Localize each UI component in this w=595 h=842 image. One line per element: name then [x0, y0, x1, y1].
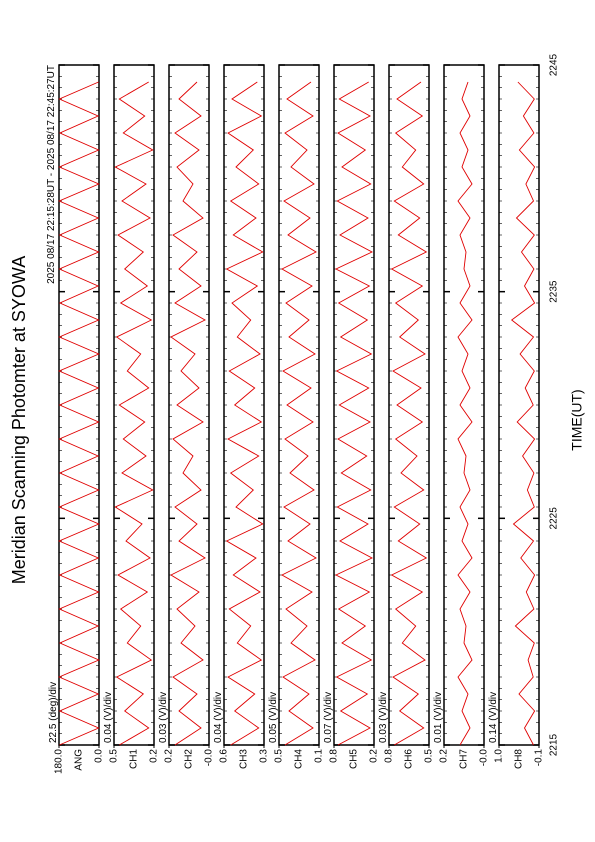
x-tick-label: 2245	[549, 53, 560, 76]
series-line	[334, 81, 374, 746]
scale-label: 0.03 (V)/div	[158, 692, 169, 743]
channel-label: CH1	[129, 749, 140, 769]
y-tick-label: 0.1	[314, 749, 325, 763]
series-line	[114, 81, 154, 746]
x-tick-label: 2225	[549, 507, 560, 530]
panel-frame	[278, 64, 320, 746]
channel-label: CH5	[349, 749, 360, 769]
scale-label: 0.14 (V)/div	[488, 692, 499, 743]
y-tick-label: 0.5	[274, 749, 285, 763]
series-line	[510, 81, 536, 746]
scale-label: 0.04 (V)/div	[213, 692, 224, 743]
y-tick-label: 0.0	[94, 749, 105, 763]
y-tick-label: -0.0	[479, 749, 490, 767]
chart-title: Meridian Scanning Photomter at SYOWA	[9, 256, 29, 584]
y-tick-label: -0.0	[204, 749, 215, 767]
y-tick-label: 0.2	[149, 749, 160, 763]
channel-label: CH8	[514, 749, 525, 769]
panel-frame	[223, 64, 265, 746]
x-tick-label: 2215	[549, 733, 560, 756]
scale-label: 0.04 (V)/div	[103, 692, 114, 743]
panel-frame	[168, 64, 210, 746]
x-axis-label: TIME(UT)	[569, 389, 585, 450]
channel-label: CH3	[239, 749, 250, 769]
subtitle: 2025 08/17 22:15:28UT - 2025 08/17 22:45…	[46, 65, 57, 284]
panel-frame	[388, 64, 430, 746]
channel-label: CH7	[459, 749, 470, 769]
series-line	[170, 81, 206, 746]
y-tick-label: 0.8	[329, 749, 340, 763]
series-line	[457, 81, 473, 746]
y-tick-label: 1.0	[494, 749, 505, 763]
series-line	[225, 81, 264, 746]
panel-frame	[58, 64, 100, 746]
y-tick-label: 0.2	[164, 749, 175, 763]
channel-label: CH2	[184, 749, 195, 769]
series-line	[390, 81, 428, 746]
channel-label: CH4	[294, 749, 305, 769]
y-tick-label: 0.2	[439, 749, 450, 763]
y-tick-label: 0.8	[384, 749, 395, 763]
scale-label: 0.07 (V)/div	[323, 692, 334, 743]
channel-label: ANG	[74, 749, 85, 771]
scale-label: 22.5 (deg)/div	[48, 682, 59, 743]
y-tick-label: 180.0	[54, 749, 65, 774]
scale-label: 0.01 (V)/div	[433, 692, 444, 743]
y-tick-label: 0.3	[259, 749, 270, 763]
scale-label: 0.05 (V)/div	[268, 692, 279, 743]
y-tick-label: -0.1	[534, 749, 545, 767]
y-tick-label: 0.5	[109, 749, 120, 763]
scale-label: 0.03 (V)/div	[378, 692, 389, 743]
series-line	[281, 81, 317, 746]
channel-label: CH6	[404, 749, 415, 769]
series-line	[58, 81, 100, 746]
plot-group: Meridian Scanning Photomter at SYOWA 202…	[9, 53, 585, 774]
y-tick-label: 0.2	[369, 749, 380, 763]
y-tick-label: 0.5	[424, 749, 435, 763]
x-tick-label: 2235	[549, 280, 560, 303]
y-tick-label: 0.6	[219, 749, 230, 763]
